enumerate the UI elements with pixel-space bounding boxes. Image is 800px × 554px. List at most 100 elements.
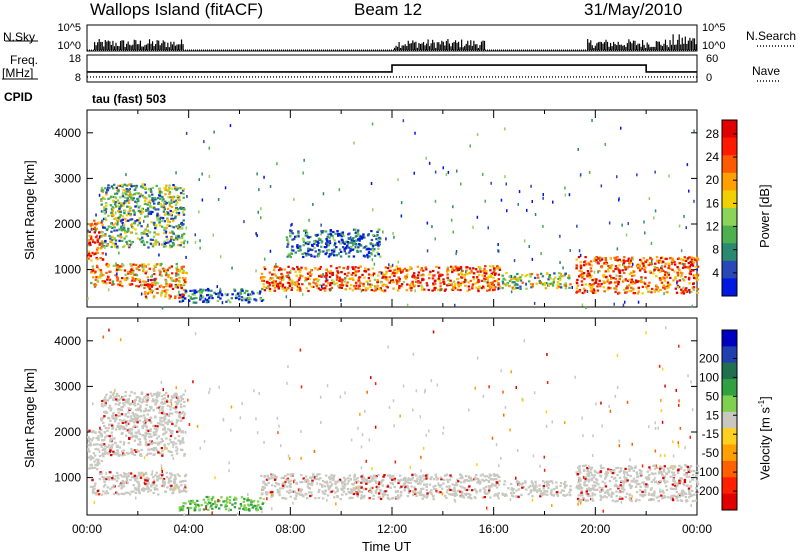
power-echo-cell [304, 279, 307, 282]
velocity-echo-cell [194, 505, 197, 509]
power-echo-cell [325, 246, 328, 249]
power-scatter-cell [143, 219, 145, 223]
power-echo-cell [671, 259, 674, 263]
velocity-echo-cell [109, 419, 112, 422]
velocity-echo-cell [372, 474, 376, 477]
power-echo-cell [94, 236, 98, 239]
power-echo-cell [200, 291, 204, 294]
power-echo-cell [183, 279, 186, 282]
velocity-echo-cell [234, 502, 237, 505]
velocity-echo-cell [165, 471, 168, 474]
power-echo-cell [409, 267, 412, 270]
power-echo-cell [335, 274, 339, 277]
power-echo-cell [379, 287, 382, 290]
power-echo-cell [129, 272, 133, 275]
power-echo-cell [351, 266, 354, 269]
power-echo-cell [335, 278, 339, 281]
power-echo-cell [116, 246, 119, 249]
power-echo-cell [431, 274, 435, 277]
velocity-echo-cell [197, 505, 201, 508]
power-echo-cell [419, 274, 423, 277]
velocity-echo-cell [520, 483, 523, 486]
power-echo-cell [610, 265, 613, 268]
power-echo-cell [104, 217, 107, 220]
power-echo-cell [325, 239, 329, 242]
velocity-echo-cell [459, 477, 462, 480]
power-echo-cell [134, 228, 137, 231]
power-echo-cell [141, 183, 144, 186]
power-echo-cell [437, 271, 440, 274]
power-echo-cell [169, 240, 172, 243]
velocity-echo-cell [603, 495, 606, 498]
power-echo-cell [182, 208, 185, 211]
power-echo-cell [165, 280, 168, 283]
power-echo-cell [177, 211, 181, 215]
power-echo-cell [220, 293, 223, 296]
power-echo-cell [595, 259, 598, 262]
velocity-echo-cell [583, 469, 586, 472]
velocity-echo-cell [569, 494, 572, 497]
power-scatter-cell [219, 287, 222, 291]
velocity-echo-cell [610, 491, 614, 494]
velocity-echo-cell [348, 474, 351, 477]
power-echo-cell [581, 291, 584, 295]
velocity-echo-cell [532, 484, 535, 487]
power-ytick-label: 2000 [54, 217, 81, 231]
power-echo-cell [248, 296, 251, 299]
power-echo-cell [90, 259, 93, 262]
velocity-echo-cell [130, 490, 133, 493]
velocity-echo-cell [665, 472, 669, 476]
velocity-echo-cell [468, 476, 471, 480]
velocity-echo-cell [351, 496, 354, 499]
velocity-echo-cell [660, 466, 663, 469]
velocity-echo-cell [555, 485, 558, 488]
velocity-echo-cell [579, 485, 582, 488]
power-echo-cell [177, 235, 180, 238]
power-echo-cell [156, 212, 159, 215]
power-ytick-label: 3000 [54, 171, 81, 185]
power-echo-cell [346, 267, 349, 270]
power-echo-cell [525, 287, 528, 290]
velocity-echo-cell [379, 497, 383, 501]
velocity-echo-cell [304, 492, 308, 495]
power-echo-cell [696, 265, 700, 268]
power-echo-cell [367, 233, 370, 236]
power-echo-cell [297, 283, 300, 286]
velocity-echo-cell [341, 482, 344, 485]
power-scatter-cell [329, 288, 332, 292]
power-echo-cell [118, 207, 121, 210]
velocity-echo-cell [407, 477, 410, 480]
power-echo-cell [117, 210, 120, 213]
velocity-echo-cell [625, 471, 628, 474]
velocity-echo-cell [214, 502, 217, 505]
velocity-echo-cell [662, 470, 666, 473]
power-echo-cell [177, 224, 181, 227]
power-echo-cell [325, 268, 328, 271]
power-echo-cell [93, 272, 97, 275]
velocity-echo-cell [660, 470, 663, 474]
power-echo-cell [226, 293, 229, 296]
velocity-echo-cell [662, 476, 665, 480]
power-echo-cell [460, 273, 464, 276]
velocity-echo-cell [315, 475, 318, 478]
velocity-echo-cell [364, 487, 368, 491]
power-echo-cell [466, 290, 469, 293]
power-echo-cell [153, 242, 156, 246]
power-echo-cell [628, 273, 631, 276]
velocity-echo-cell [364, 478, 367, 481]
power-echo-cell [339, 250, 343, 253]
velocity-echo-cell [410, 478, 413, 481]
velocity-echo-cell [136, 419, 139, 422]
power-echo-cell [472, 267, 475, 270]
power-echo-cell [296, 244, 299, 247]
power-echo-cell [255, 299, 258, 302]
power-scatter-cell [151, 274, 153, 278]
power-echo-cell [116, 234, 120, 237]
velocity-echo-cell [284, 497, 288, 500]
power-echo-cell [260, 299, 264, 302]
power-echo-cell [591, 278, 594, 282]
velocity-echo-cell [126, 481, 129, 484]
power-echo-cell [351, 244, 355, 247]
power-echo-cell [97, 221, 100, 224]
power-echo-cell [170, 225, 173, 228]
